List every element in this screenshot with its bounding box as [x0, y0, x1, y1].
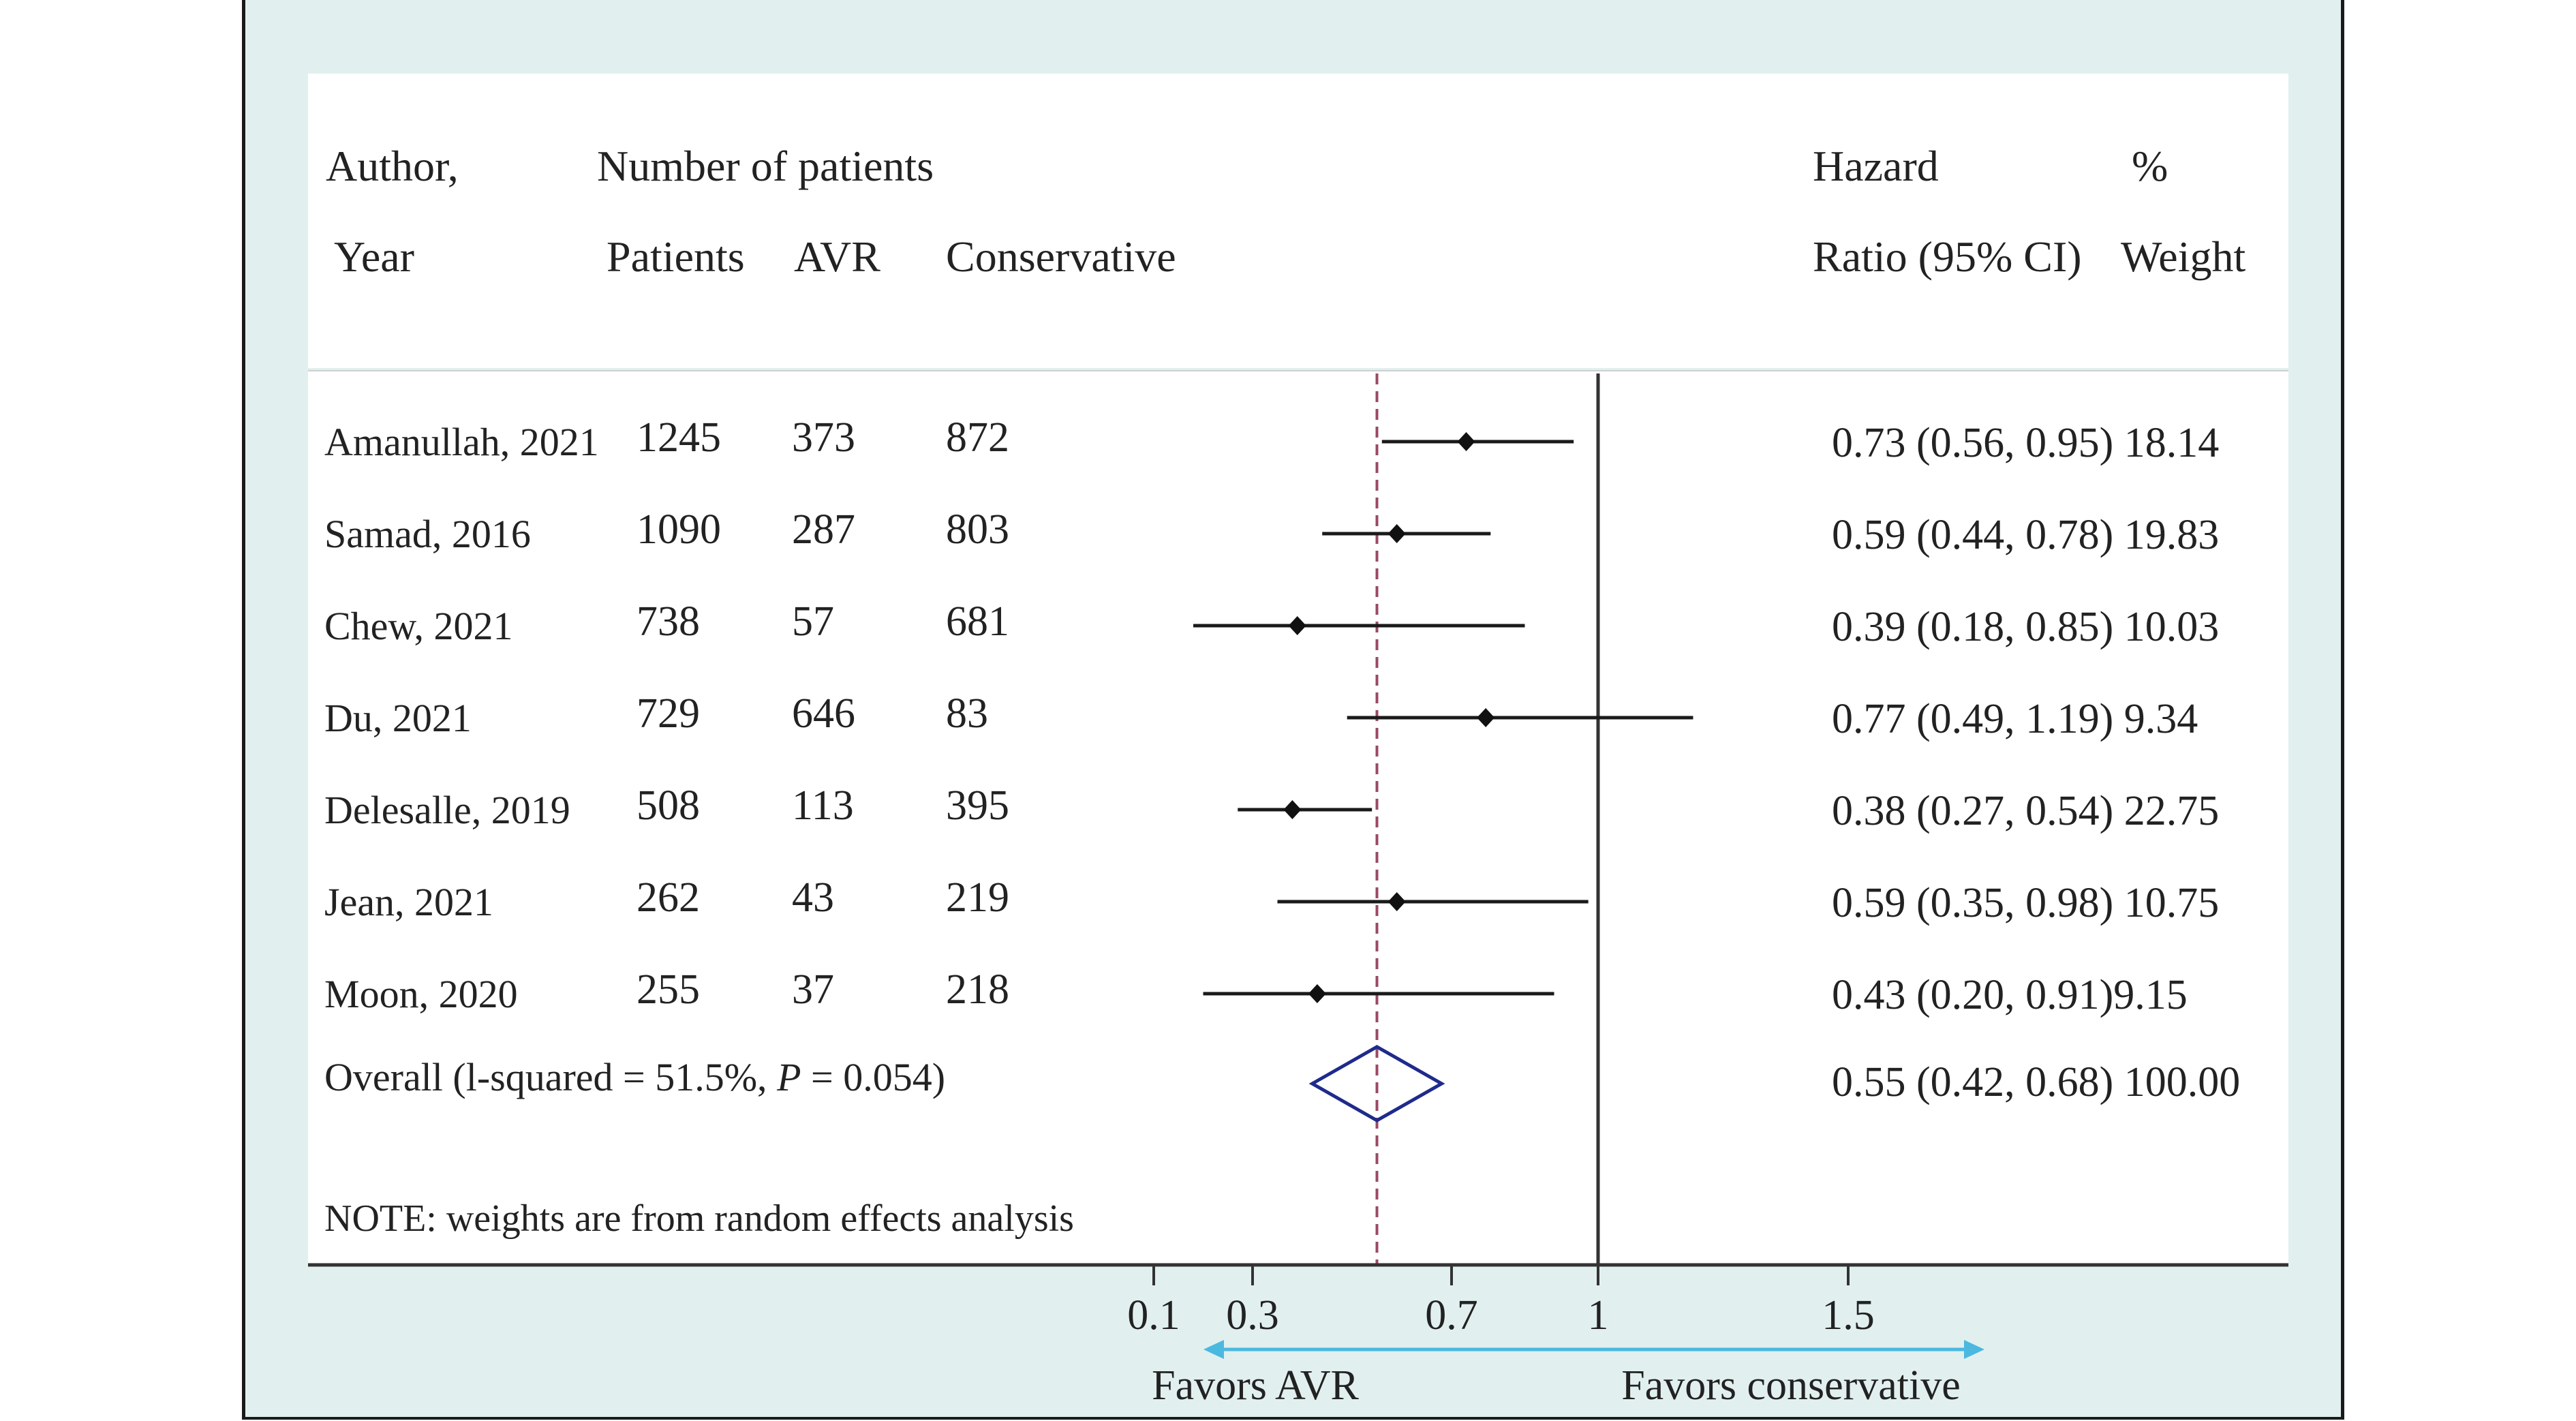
- hr-ci-weight: 0.59 (0.35, 0.98) 10.75: [1832, 880, 2219, 926]
- hr-ci-weight: 0.59 (0.44, 0.78) 19.83: [1832, 512, 2219, 558]
- avr-value: 57: [792, 598, 834, 645]
- favors-conservative-label: Favors conservative: [1621, 1362, 1961, 1409]
- hr-ci-weight: 0.39 (0.18, 0.85) 10.03: [1832, 604, 2219, 650]
- x-tick-label: 0.7: [1425, 1292, 1478, 1339]
- note-text: NOTE: weights are from random effects an…: [324, 1197, 1074, 1240]
- conservative-value: 395: [946, 782, 1009, 829]
- avr-value: 37: [792, 966, 834, 1013]
- conservative-value: 219: [946, 874, 1009, 921]
- header-hazard: Hazard: [1813, 142, 1939, 190]
- header-panel: [308, 74, 2288, 368]
- hr-ci-weight: 0.77 (0.49, 1.19) 9.34: [1832, 696, 2198, 742]
- overall-diamond: [1308, 1045, 1445, 1122]
- study-label: Du, 2021: [324, 696, 472, 740]
- conservative-value: 218: [946, 966, 1009, 1013]
- study-row: Du, 2021 729 646 83 0.77 (0.49, 1.19) 9.34: [324, 690, 2198, 742]
- x-tick-label: 0.1: [1127, 1292, 1180, 1339]
- arrow-left-head: [1203, 1340, 1224, 1359]
- point-estimate: [1288, 616, 1306, 635]
- x-tick-label: 1.5: [1822, 1292, 1875, 1339]
- point-estimate: [1387, 524, 1406, 543]
- header-ratio-ci: Ratio (95% CI): [1813, 232, 2082, 281]
- overall-hr-text: 0.55 (0.42, 0.68) 100.00: [1832, 1059, 2240, 1105]
- point-estimate: [1308, 984, 1326, 1003]
- study-label: Amanullah, 2021: [324, 420, 599, 464]
- patients-value: 1090: [637, 506, 721, 553]
- point-estimate: [1283, 800, 1302, 819]
- header-number-of-patients: Number of patients: [597, 142, 934, 190]
- overall-label: Overall (l-squared = 51.5%, P = 0.054): [324, 1055, 945, 1099]
- study-row: Moon, 2020 255 37 218 0.43 (0.20, 0.91)9.15: [324, 966, 2188, 1018]
- patients-value: 1245: [637, 414, 721, 461]
- avr-value: 287: [792, 506, 855, 553]
- avr-value: 113: [792, 782, 854, 829]
- point-estimate: [1457, 432, 1475, 451]
- study-row: Delesalle, 2019 508 113 395 0.38 (0.27, 0.54…: [324, 782, 2219, 834]
- favors-avr-label: Favors AVR: [1152, 1362, 1359, 1409]
- patients-value: 255: [637, 966, 700, 1013]
- header-patients: Patients: [607, 232, 745, 281]
- patients-value: 738: [637, 598, 700, 645]
- x-tick-label: 0.3: [1226, 1292, 1279, 1339]
- study-label: Samad, 2016: [324, 512, 531, 556]
- study-row: Jean, 2021 262 43 219 0.59 (0.35, 0.98) 10.7…: [324, 874, 2219, 926]
- arrow-right-head: [1964, 1340, 1984, 1359]
- patients-value: 729: [637, 690, 700, 737]
- conservative-value: 83: [946, 690, 988, 737]
- hr-ci-weight: 0.43 (0.20, 0.91)9.15: [1832, 972, 2188, 1018]
- study-label: Chew, 2021: [324, 604, 513, 648]
- point-estimate: [1477, 708, 1495, 727]
- header-weight: Weight: [2121, 232, 2245, 281]
- study-row: Samad, 2016 1090 287 803 0.59 (0.44, 0.78) 1…: [324, 506, 2219, 558]
- header-author: Author,: [326, 142, 459, 190]
- plot-panel: [308, 371, 2288, 1263]
- patients-value: 508: [637, 782, 700, 829]
- avr-value: 373: [792, 414, 855, 461]
- header-year: Year: [334, 232, 414, 281]
- conservative-value: 681: [946, 598, 1009, 645]
- favors-arrow: [1203, 1340, 1984, 1359]
- avr-value: 646: [792, 690, 855, 737]
- study-row: Amanullah, 2021 1245 373 872 0.73 (0.56, 0.9…: [324, 414, 2219, 466]
- study-label: Delesalle, 2019: [324, 788, 570, 832]
- study-label: Moon, 2020: [324, 972, 518, 1016]
- study-label: Jean, 2021: [324, 880, 493, 924]
- avr-value: 43: [792, 874, 834, 921]
- header-percent: %: [2132, 142, 2168, 190]
- study-rows: Amanullah, 2021 1245 373 872 0.73 (0.56, 0.9…: [324, 414, 2219, 1018]
- header-avr: AVR: [794, 232, 880, 281]
- conservative-value: 872: [946, 414, 1009, 461]
- study-row: Chew, 2021 738 57 681 0.39 (0.18, 0.85) 10.0…: [324, 598, 2219, 650]
- x-axis-ticks: 0.1 0.3 0.7 1 1.5: [1127, 1265, 1875, 1339]
- x-tick-label: 1: [1588, 1292, 1609, 1339]
- point-estimate: [1387, 892, 1406, 911]
- conservative-value: 803: [946, 506, 1009, 553]
- header-conservative: Conservative: [946, 232, 1176, 281]
- patients-value: 262: [637, 874, 700, 921]
- hr-ci-weight: 0.38 (0.27, 0.54) 22.75: [1832, 788, 2219, 834]
- hr-ci-weight: 0.73 (0.56, 0.95) 18.14: [1832, 420, 2219, 466]
